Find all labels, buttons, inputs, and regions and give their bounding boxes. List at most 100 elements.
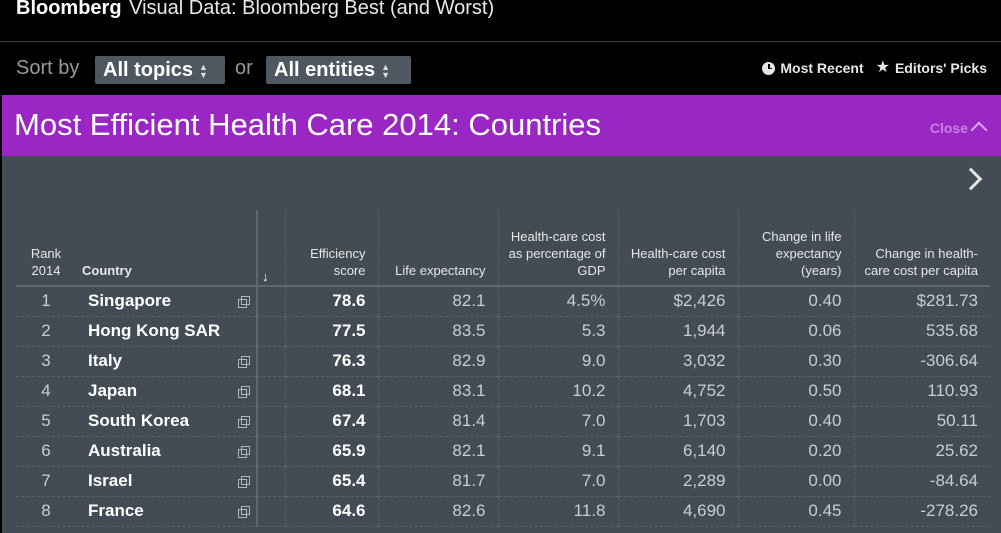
editors-picks-link[interactable]: ★ Editors' Picks xyxy=(875,59,987,77)
table-row[interactable]: 7 Israel 65.4 81.7 7.0 2,289 0.00 -84.64 xyxy=(16,466,990,497)
select-arrows-icon: ▲ ▼ xyxy=(381,61,391,80)
external-link-icon[interactable] xyxy=(238,355,250,368)
country-cell[interactable]: Israel xyxy=(76,466,257,497)
table-header: Rank 2014 Country ↓ Efficiency score Lif… xyxy=(16,210,990,287)
country-cell[interactable]: South Korea xyxy=(76,406,257,437)
table-row[interactable]: 6 Australia 65.9 82.1 9.1 6,140 0.20 25.62 xyxy=(16,436,990,467)
country-name[interactable]: Australia xyxy=(88,441,161,460)
entities-select-value: All entities xyxy=(274,59,376,81)
country-cell[interactable]: Japan xyxy=(76,376,257,407)
cost-pct-gdp-cell: 9.1 xyxy=(497,436,618,467)
life-expectancy-cell: 82.1 xyxy=(377,286,498,317)
country-name[interactable]: Italy xyxy=(88,351,123,370)
or-label: or xyxy=(235,57,253,79)
external-link-icon[interactable] xyxy=(238,385,250,398)
col-header-rank[interactable]: Rank 2014 xyxy=(16,210,76,287)
cost-pct-gdp-cell: 5.3 xyxy=(497,316,618,347)
sort-column[interactable]: ↓ xyxy=(256,210,285,287)
country-cell[interactable]: Italy xyxy=(76,346,257,377)
site-brand[interactable]: Bloomberg Visual Data: Bloomberg Best (a… xyxy=(16,0,494,20)
table-row[interactable]: 4 Japan 68.1 83.1 10.2 4,752 0.50 110.93 xyxy=(16,376,990,407)
country-name[interactable]: Singapore xyxy=(88,291,172,311)
col-header-efficiency[interactable]: Efficiency score xyxy=(284,210,378,287)
table-row[interactable]: 3 Italy 76.3 82.9 9.0 3,032 0.30 -306.64 xyxy=(16,346,990,377)
panel-title: Most Efficient Health Care 2014: Countri… xyxy=(14,107,602,142)
efficiency-cell: 68.1 xyxy=(284,376,378,407)
col-header-cost-pct-gdp[interactable]: Health-care cost as percentage of GDP xyxy=(497,210,618,287)
sort-by-label: Sort by xyxy=(16,57,80,79)
cost-pct-gdp-cell: 11.8 xyxy=(497,496,618,527)
external-link-icon[interactable] xyxy=(238,445,250,458)
select-arrows-icon: ▲ ▼ xyxy=(199,61,208,80)
external-link-icon[interactable] xyxy=(238,505,250,518)
sort-spacer-cell xyxy=(256,436,285,467)
country-name[interactable]: Israel xyxy=(88,471,133,490)
efficiency-cell: 78.6 xyxy=(284,286,378,317)
change-cost-cell: 25.62 xyxy=(853,436,990,467)
col-header-change-life[interactable]: Change in life expectancy (years) xyxy=(737,210,854,287)
external-link-icon[interactable] xyxy=(238,296,250,308)
sort-bar: Sort by All topics ▲ ▼ or All entities ▲ ▼… xyxy=(0,43,1001,95)
life-expectancy-cell: 81.4 xyxy=(377,406,498,437)
site-subtitle[interactable]: Visual Data: Bloomberg Best (and Worst) xyxy=(129,0,495,19)
rank-cell: 4 xyxy=(16,376,76,407)
change-cost-cell: -278.26 xyxy=(853,496,990,527)
country-cell[interactable]: Australia xyxy=(76,436,257,467)
brand-name[interactable]: Bloomberg xyxy=(16,0,122,19)
external-link-icon[interactable] xyxy=(238,415,250,428)
editors-picks-label: Editors' Picks xyxy=(894,60,987,76)
change-cost-cell: 535.68 xyxy=(853,316,990,347)
efficiency-cell: 64.6 xyxy=(284,496,378,527)
change-life-cell: 0.50 xyxy=(737,376,854,407)
sort-spacer-cell xyxy=(256,346,285,377)
rank-cell: 2 xyxy=(16,316,76,347)
col-header-life-expectancy[interactable]: Life expectancy xyxy=(377,210,498,287)
efficiency-cell: 77.5 xyxy=(284,316,378,347)
country-cell[interactable]: Singapore xyxy=(76,286,257,317)
topics-select-value: All topics xyxy=(103,59,194,81)
close-button[interactable]: Close xyxy=(930,119,988,139)
most-recent-link[interactable]: Most Recent xyxy=(762,60,864,76)
top-bar: Bloomberg Visual Data: Bloomberg Best (a… xyxy=(0,0,1001,42)
cost-per-capita-cell: $2,426 xyxy=(617,286,738,317)
cost-per-capita-cell: 2,289 xyxy=(617,466,738,497)
country-cell[interactable]: France xyxy=(76,496,257,527)
rank-cell: 1 xyxy=(16,286,76,317)
sort-down-arrow-icon[interactable]: ↓ xyxy=(262,269,269,284)
sort-spacer-cell xyxy=(256,406,285,437)
efficiency-cell: 65.9 xyxy=(284,436,378,467)
change-life-cell: 0.00 xyxy=(737,466,854,497)
country-name[interactable]: France xyxy=(88,501,144,520)
ranking-panel: Rank 2014 Country ↓ Efficiency score Lif… xyxy=(2,156,1001,533)
country-cell[interactable]: Hong Kong SAR xyxy=(76,316,257,347)
col-header-change-cost[interactable]: Change in health-care cost per capita xyxy=(853,210,990,287)
table-body: 1 Singapore 78.6 82.1 4.5% $2,426 0.40 $281.73 2… xyxy=(16,286,990,527)
table-row[interactable]: 1 Singapore 78.6 82.1 4.5% $2,426 0.40 $281.73 xyxy=(16,286,990,317)
cost-pct-gdp-cell: 10.2 xyxy=(497,376,618,407)
cost-per-capita-cell: 1,703 xyxy=(617,406,738,437)
cost-per-capita-cell: 3,032 xyxy=(617,346,738,377)
efficiency-cell: 76.3 xyxy=(284,346,378,377)
change-life-cell: 0.45 xyxy=(737,496,854,527)
external-link-icon[interactable] xyxy=(238,475,250,488)
table-row[interactable]: 5 South Korea 67.4 81.4 7.0 1,703 0.40 50.11 xyxy=(16,406,990,437)
rank-cell: 7 xyxy=(16,466,76,497)
col-header-cost-per-capita[interactable]: Health-care cost per capita xyxy=(617,210,738,287)
rank-cell: 5 xyxy=(16,406,76,437)
country-name[interactable]: South Korea xyxy=(88,411,190,430)
country-name[interactable]: Hong Kong SAR xyxy=(88,321,221,340)
change-cost-cell: 50.11 xyxy=(853,406,990,437)
sort-spacer-cell xyxy=(256,316,285,347)
entities-select[interactable]: All entities ▲ ▼ xyxy=(266,56,411,84)
cost-pct-gdp-cell: 7.0 xyxy=(497,466,618,497)
rank-cell: 3 xyxy=(16,346,76,377)
table-row[interactable]: 2 Hong Kong SAR 77.5 83.5 5.3 1,944 0.06 535.68 xyxy=(16,316,990,347)
change-life-cell: 0.40 xyxy=(737,406,854,437)
chevron-right-icon[interactable] xyxy=(959,167,983,191)
star-icon: ★ xyxy=(875,59,890,76)
col-header-country[interactable]: Country xyxy=(76,210,257,287)
topics-select[interactable]: All topics ▲ ▼ xyxy=(95,56,225,84)
change-cost-cell: 110.93 xyxy=(853,376,990,407)
country-name[interactable]: Japan xyxy=(88,381,138,400)
table-row[interactable]: 8 France 64.6 82.6 11.8 4,690 0.45 -278.26 xyxy=(16,496,990,527)
